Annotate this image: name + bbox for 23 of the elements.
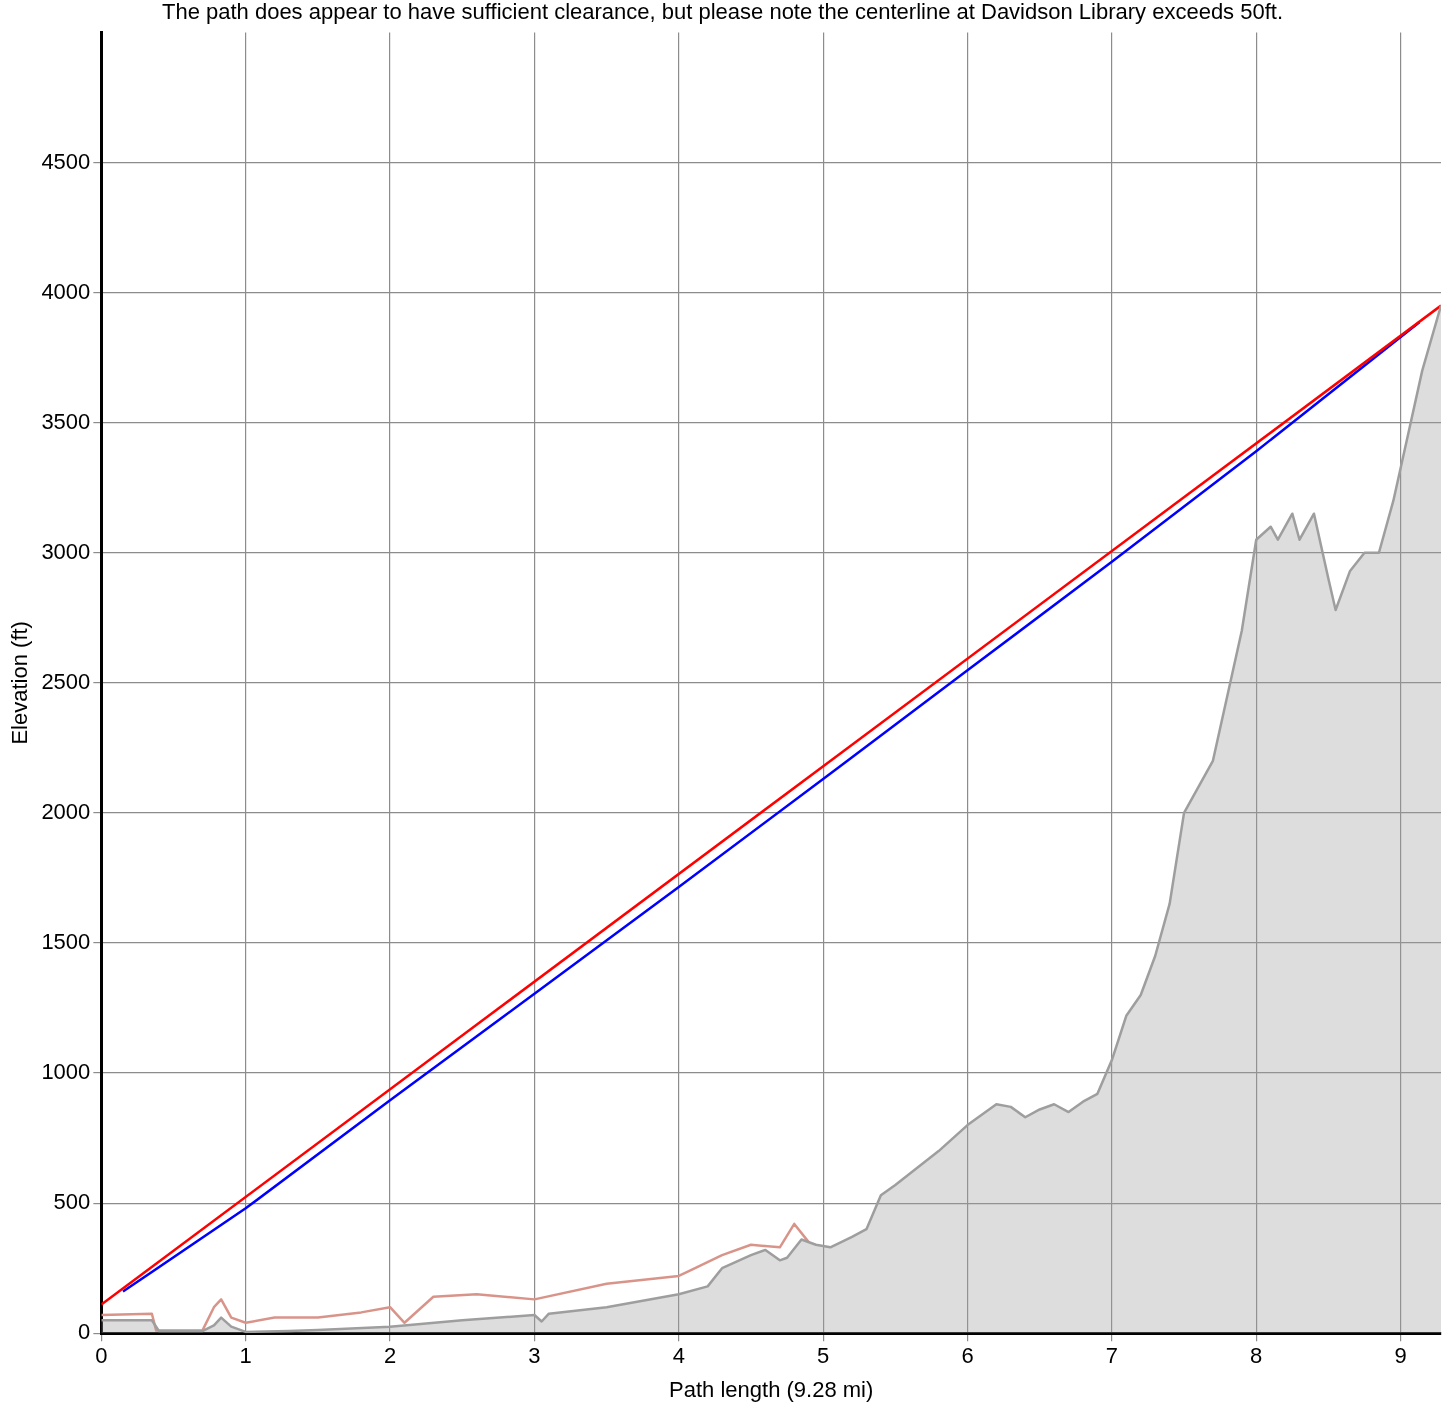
y-tick-label: 2500 <box>41 668 91 694</box>
y-tick-label: 1500 <box>41 929 91 955</box>
y-tick-label: 0 <box>78 1319 91 1345</box>
x-tick-label: 9 <box>1394 1343 1407 1369</box>
y-tick-label: 4000 <box>41 278 91 304</box>
x-tick-label: 4 <box>672 1343 685 1369</box>
y-tick-label: 4500 <box>41 148 91 174</box>
chart-title: The path does appear to have sufficient clearance, but please note the centerline at Davidson Library exceeds 50ft. <box>161 0 1284 25</box>
x-tick-label: 5 <box>817 1343 830 1369</box>
y-tick-label: 2000 <box>41 798 91 824</box>
x-axis-title: Path length (9.28 mi) <box>669 1376 874 1402</box>
y-tick-label: 3000 <box>41 538 91 564</box>
x-tick-label: 2 <box>383 1343 397 1369</box>
x-tick-label: 7 <box>1105 1343 1118 1369</box>
x-tick-label: 8 <box>1250 1343 1263 1369</box>
y-tick-label: 3500 <box>41 408 91 434</box>
x-tick-label: 0 <box>95 1343 108 1369</box>
x-tick-label: 1 <box>239 1343 252 1369</box>
x-tick-label: 6 <box>961 1343 974 1369</box>
y-tick-label: 500 <box>53 1189 91 1215</box>
x-tick-label: 3 <box>528 1343 541 1369</box>
y-axis-title: Elevation (ft) <box>7 621 33 745</box>
y-tick-label: 1000 <box>41 1059 91 1085</box>
